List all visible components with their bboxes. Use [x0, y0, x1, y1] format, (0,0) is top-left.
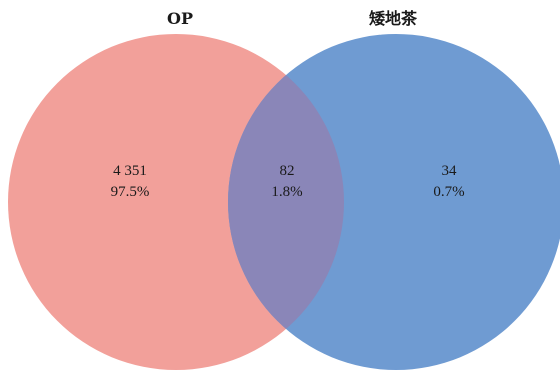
set-intersection — [228, 34, 344, 370]
left-only-percent: 97.5% — [111, 184, 150, 200]
left-only-count: 4 351 — [113, 163, 147, 179]
intersection-percent: 1.8% — [271, 184, 302, 200]
set-title-op: OP — [167, 9, 193, 28]
set-title-aidicha: 矮地茶 — [369, 9, 418, 28]
right-only-count: 34 — [442, 163, 458, 179]
intersection-count: 82 — [280, 163, 295, 179]
right-only-percent: 0.7% — [433, 184, 464, 200]
